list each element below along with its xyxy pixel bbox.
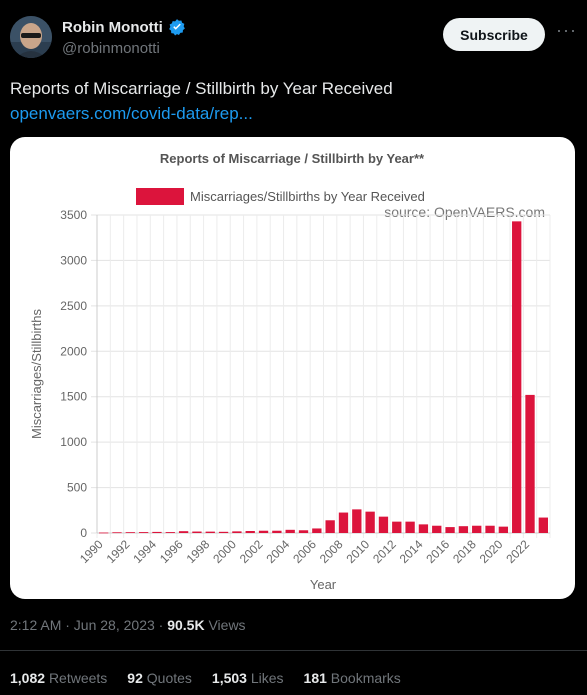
bar bbox=[378, 516, 389, 533]
bar bbox=[138, 532, 149, 533]
tweet-timestamp[interactable]: 2:12 AM · Jun 28, 2023 · bbox=[10, 617, 168, 633]
tweet-meta: 2:12 AM · Jun 28, 2023 · 90.5K Views bbox=[10, 617, 246, 633]
bar bbox=[258, 530, 269, 533]
avatar[interactable] bbox=[10, 16, 52, 58]
x-tick-label: 2002 bbox=[237, 537, 266, 566]
bar bbox=[458, 526, 469, 533]
bar bbox=[298, 530, 309, 533]
bar bbox=[392, 521, 402, 533]
y-tick-label: 500 bbox=[67, 481, 87, 495]
retweets-count: 1,082 bbox=[10, 670, 46, 686]
quotes-label: Quotes bbox=[146, 670, 192, 686]
x-tick-label: 1992 bbox=[104, 537, 133, 566]
subscribe-button[interactable]: Subscribe bbox=[443, 18, 545, 51]
x-tick-label: 2006 bbox=[290, 537, 319, 566]
bar bbox=[312, 528, 322, 533]
x-tick-label: 1994 bbox=[130, 537, 159, 566]
retweets-stat[interactable]: 1,082 Retweets bbox=[10, 670, 107, 686]
bar bbox=[192, 531, 202, 533]
x-tick-label: 1990 bbox=[77, 537, 106, 566]
author-handle[interactable]: @robinmonotti bbox=[62, 40, 160, 57]
bar bbox=[112, 532, 122, 534]
chart-source: source: OpenVAERS.com bbox=[384, 204, 545, 220]
bar bbox=[232, 531, 242, 533]
retweets-label: Retweets bbox=[48, 670, 108, 686]
y-tick-label: 3000 bbox=[60, 253, 87, 267]
bar bbox=[512, 221, 522, 534]
chart-title: Reports of Miscarriage / Stillbirth by Y… bbox=[160, 151, 425, 166]
chart-card[interactable]: Reports of Miscarriage / Stillbirth by Y… bbox=[10, 137, 575, 599]
more-options-icon[interactable]: ··· bbox=[556, 20, 577, 40]
bar bbox=[365, 511, 375, 533]
x-tick-label: 2022 bbox=[503, 537, 532, 566]
views-count: 90.5K bbox=[167, 617, 205, 633]
tweet-link[interactable]: openvaers.com/covid-data/rep... bbox=[10, 104, 253, 123]
y-axis-title: Miscarriages/Stillbirths bbox=[29, 308, 44, 439]
author-name-row: Robin Monotti bbox=[62, 18, 186, 36]
avatar-image bbox=[10, 16, 52, 58]
bar bbox=[525, 394, 535, 533]
x-tick-label: 2010 bbox=[343, 537, 372, 566]
bar bbox=[485, 525, 495, 533]
bar bbox=[152, 531, 162, 533]
bar bbox=[352, 509, 362, 533]
legend-swatch bbox=[136, 188, 184, 205]
bookmarks-stat[interactable]: 181 Bookmarks bbox=[304, 670, 401, 686]
y-tick-label: 2500 bbox=[60, 299, 87, 313]
likes-stat[interactable]: 1,503 Likes bbox=[212, 670, 284, 686]
x-tick-label: 2012 bbox=[370, 537, 399, 566]
x-tick-label: 2014 bbox=[397, 537, 426, 566]
y-tick-label: 2000 bbox=[60, 344, 87, 358]
legend-label: Miscarriages/Stillbirths by Year Receive… bbox=[190, 189, 425, 204]
bar bbox=[405, 521, 415, 533]
bar bbox=[418, 524, 429, 533]
bar bbox=[432, 525, 442, 533]
x-tick-label: 2008 bbox=[317, 537, 346, 566]
x-tick-label: 1996 bbox=[157, 537, 186, 566]
quotes-stat[interactable]: 92 Quotes bbox=[127, 670, 192, 686]
bar bbox=[165, 532, 175, 533]
views-label: Views bbox=[204, 617, 246, 633]
bar bbox=[338, 512, 349, 533]
bar bbox=[498, 526, 509, 533]
bookmarks-label: Bookmarks bbox=[330, 670, 401, 686]
y-tick-label: 1000 bbox=[60, 435, 87, 449]
divider bbox=[0, 650, 587, 651]
engagement-stats: 1,082 Retweets 92 Quotes 1,503 Likes 181… bbox=[10, 670, 421, 686]
bookmarks-count: 181 bbox=[303, 670, 327, 686]
verified-badge-icon bbox=[168, 18, 186, 36]
bar bbox=[325, 520, 335, 533]
quotes-count: 92 bbox=[127, 670, 143, 686]
bar bbox=[218, 531, 229, 533]
x-tick-label: 2004 bbox=[264, 537, 293, 566]
y-tick-label: 1500 bbox=[60, 390, 87, 404]
bar bbox=[245, 531, 255, 533]
x-tick-label: 2016 bbox=[423, 537, 452, 566]
bar bbox=[178, 531, 189, 533]
author-name[interactable]: Robin Monotti bbox=[62, 18, 163, 36]
likes-count: 1,503 bbox=[211, 670, 247, 686]
x-axis-title: Year bbox=[310, 577, 337, 592]
bar bbox=[125, 532, 135, 533]
y-tick-label: 0 bbox=[80, 526, 87, 540]
bar bbox=[538, 517, 549, 533]
x-tick-label: 2018 bbox=[450, 537, 479, 566]
bar bbox=[98, 532, 109, 534]
bar bbox=[472, 525, 482, 533]
x-tick-label: 2000 bbox=[210, 537, 239, 566]
likes-label: Likes bbox=[250, 670, 284, 686]
y-tick-label: 3500 bbox=[60, 208, 87, 222]
bar bbox=[445, 527, 455, 533]
bar bbox=[272, 530, 282, 533]
bar-chart: Reports of Miscarriage / Stillbirth by Y… bbox=[29, 151, 551, 592]
x-tick-label: 1998 bbox=[184, 537, 213, 566]
bar bbox=[285, 529, 295, 533]
bar bbox=[205, 531, 215, 533]
x-tick-label: 2020 bbox=[477, 537, 506, 566]
tweet-text: Reports of Miscarriage / Stillbirth by Y… bbox=[10, 79, 393, 98]
